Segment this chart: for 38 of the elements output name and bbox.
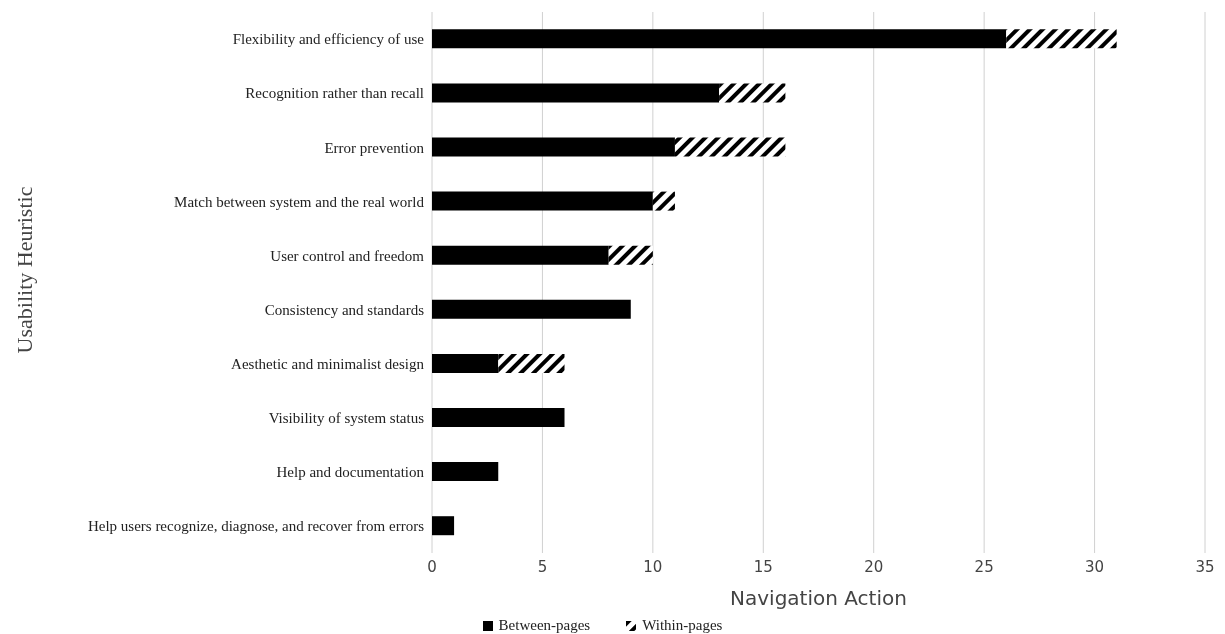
- bar: [608, 245, 653, 265]
- bar: [432, 408, 565, 428]
- y-tick-label: Recognition rather than recall: [245, 85, 424, 102]
- y-tick-label: Aesthetic and minimalist design: [231, 355, 425, 372]
- y-tick-label: Flexibility and efficiency of use: [232, 31, 425, 48]
- y-tick-label: User control and freedom: [270, 247, 425, 264]
- legend-label: Between-pages: [497, 617, 591, 634]
- bar: [652, 191, 675, 211]
- bar: [432, 245, 609, 265]
- y-tick-label: Consistency and standards: [264, 301, 425, 318]
- bar: [432, 29, 1007, 49]
- bar: [719, 83, 786, 103]
- x-tick-label: 15: [753, 557, 773, 576]
- x-tick-label: 10: [643, 557, 663, 576]
- bar: [432, 353, 499, 373]
- y-tick-label: Error prevention: [324, 139, 425, 156]
- x-tick-label: 5: [537, 557, 548, 576]
- bar: [432, 299, 631, 319]
- bar: [432, 191, 653, 211]
- y-tick-label: Visibility of system status: [268, 410, 425, 427]
- x-tick-label: 25: [974, 557, 994, 576]
- legend-label: Within-pages: [641, 617, 723, 634]
- x-tick-label: 30: [1085, 557, 1105, 576]
- x-tick-label: 20: [864, 557, 884, 576]
- bar: [498, 353, 565, 373]
- x-tick-label: 35: [1195, 557, 1215, 576]
- x-tick-label: 0: [427, 557, 437, 576]
- bar: [432, 516, 455, 536]
- y-tick-label: Match between system and the real world: [174, 193, 425, 210]
- bar: [432, 462, 499, 482]
- y-tick-label: Help and documentation: [276, 464, 425, 481]
- bar: [432, 83, 720, 103]
- y-axis-title: Usability Heuristic: [12, 186, 38, 354]
- bar: [432, 137, 675, 157]
- y-tick-label: Help users recognize, diagnose, and recover from errors: [87, 518, 425, 535]
- x-axis-title: Navigation Action: [730, 586, 907, 610]
- bar: [1006, 29, 1117, 49]
- bar: [674, 137, 786, 157]
